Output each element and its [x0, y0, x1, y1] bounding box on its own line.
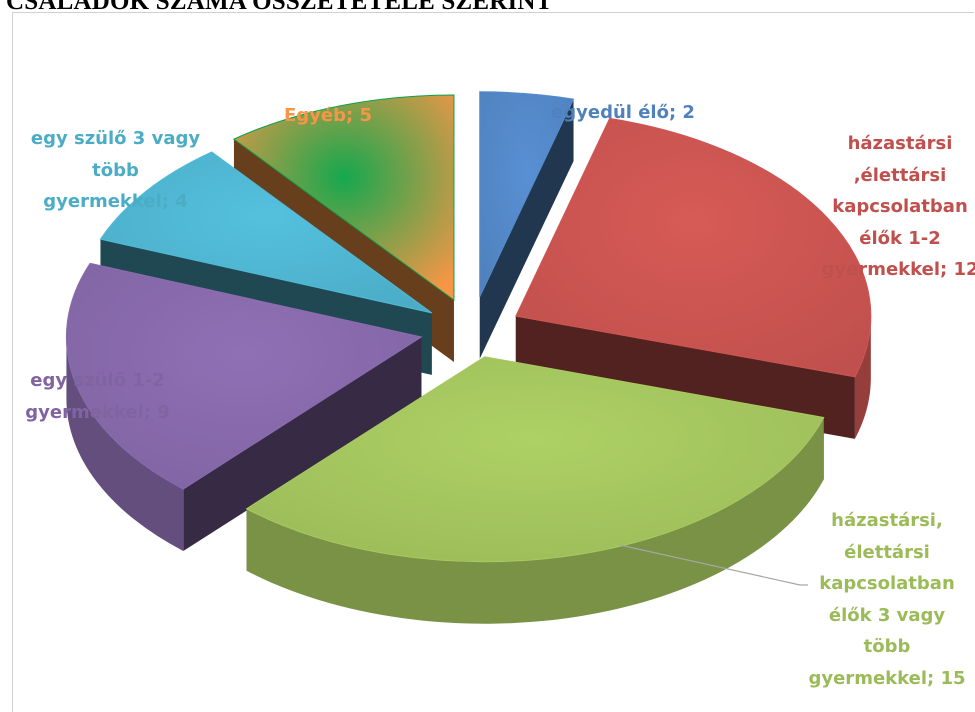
label-leader-line	[619, 544, 808, 586]
pie-slice-side-1	[479, 99, 574, 359]
data-label-1: egyedül élő; 2	[551, 102, 695, 123]
chart-frame	[12, 12, 974, 712]
pie-slice-side-4	[66, 336, 184, 551]
data-label-5: egy szülő 3 vagy több gyermekkel; 4	[30, 128, 201, 212]
pie-slice-5[interactable]	[99, 151, 433, 314]
pie-slice-side-4	[183, 336, 422, 551]
chart-title: CSALÁDOK SZÁMA ÖSSZETÉTELE SZERINT	[6, 0, 553, 15]
pie-slice-6[interactable]	[232, 94, 455, 301]
data-label-4: egy szülő 1-2 gyermekkel; 9	[25, 370, 170, 423]
data-label-2: házastársi ,élettársi kapcsolatban élők …	[821, 133, 975, 280]
pie-slice-3[interactable]	[245, 356, 825, 563]
pie-slice-4[interactable]	[65, 262, 423, 490]
pie-slice-2[interactable]	[515, 117, 872, 378]
data-label-3: házastársi, élettársi kapcsolatban élők …	[808, 510, 966, 689]
pie-slice-1[interactable]	[479, 91, 575, 298]
pie-slice-side-3	[246, 417, 824, 624]
data-label-6: Egyéb; 5	[284, 105, 372, 126]
